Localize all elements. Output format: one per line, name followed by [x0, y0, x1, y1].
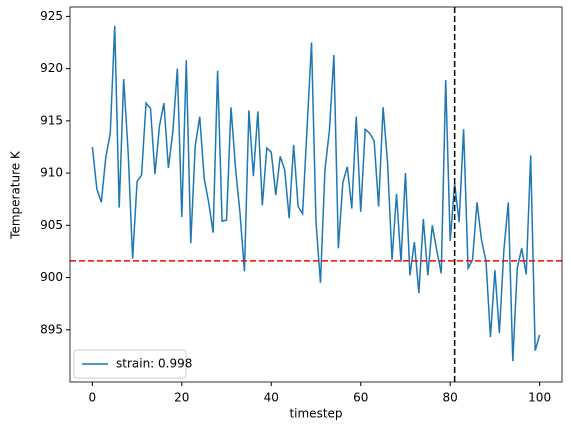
x-tick-label: 60 — [353, 391, 368, 405]
y-axis-label: Temperature K — [9, 150, 23, 240]
y-tick-label: 910 — [40, 166, 63, 180]
y-tick-label: 915 — [40, 113, 63, 127]
y-tick-label: 895 — [40, 322, 63, 336]
x-tick-label: 80 — [443, 391, 458, 405]
x-tick-label: 20 — [174, 391, 189, 405]
legend-box — [73, 349, 187, 379]
plot-frame — [69, 6, 563, 383]
x-axis-label: timestep — [289, 407, 342, 421]
legend-label: strain: 0.998 — [116, 357, 192, 371]
y-tick-label: 925 — [40, 9, 63, 23]
y-tick-label: 920 — [40, 61, 63, 75]
data-line — [91, 25, 541, 362]
x-tick-label: 40 — [264, 391, 279, 405]
y-tick-label: 905 — [40, 218, 63, 232]
y-tick-label: 900 — [40, 270, 63, 284]
x-tick-label: 0 — [89, 391, 97, 405]
x-tick-label: 100 — [528, 391, 551, 405]
